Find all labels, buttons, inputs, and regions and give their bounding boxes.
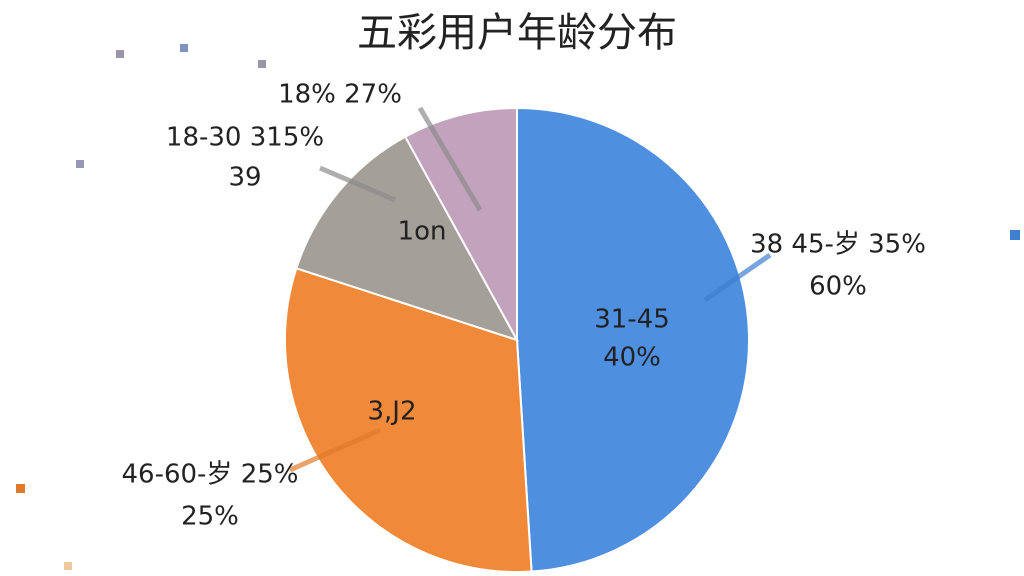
leader-line	[703, 252, 772, 303]
pie-slice	[403, 106, 518, 341]
leader-line	[319, 165, 396, 203]
annotation: 1on	[398, 217, 447, 247]
annotation: 60%	[809, 272, 867, 302]
annotation: 18-30 315%	[166, 123, 324, 153]
pie-slice	[284, 267, 533, 573]
leader-lines	[288, 106, 772, 473]
dot	[64, 562, 72, 570]
pie-slice	[516, 106, 750, 573]
annotation: 31-45	[594, 305, 670, 335]
annotation: 38 45-岁 35%	[750, 230, 926, 260]
decor	[16, 44, 1020, 570]
annotation: 39	[228, 163, 261, 193]
annotation: 25%	[181, 502, 239, 532]
annotation: 3,J2	[367, 397, 416, 427]
leader-line	[288, 427, 382, 473]
annotation: 46-60-岁 25%	[122, 460, 299, 490]
annotation: 40%	[603, 343, 661, 373]
annotations: 18% 27% 18-30 315% 39 1on 38 45-岁 35% 60% 31-4…	[122, 80, 926, 532]
annotation: 18% 27%	[278, 80, 402, 110]
dot	[16, 484, 25, 493]
dot	[1010, 230, 1020, 240]
dot	[180, 44, 188, 52]
pie-slice	[295, 135, 520, 342]
chart-title: 五彩用户年龄分布	[357, 10, 677, 56]
dot	[116, 50, 124, 58]
dot	[258, 60, 266, 68]
leader-line	[417, 106, 483, 212]
dot	[76, 160, 84, 168]
pie	[284, 106, 750, 573]
